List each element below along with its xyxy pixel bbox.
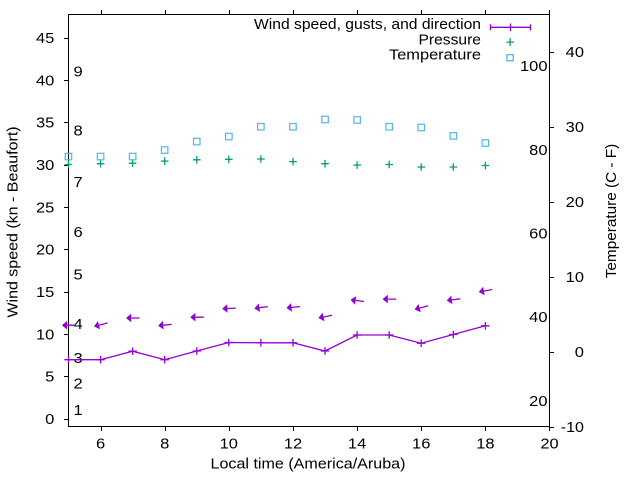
svg-text:Wind speed, gusts, and directi: Wind speed, gusts, and direction xyxy=(254,17,481,33)
svg-text:20: 20 xyxy=(529,394,547,410)
svg-text:5: 5 xyxy=(74,268,83,284)
svg-text:Temperature (C - F): Temperature (C - F) xyxy=(604,144,620,279)
svg-text:18: 18 xyxy=(476,437,494,453)
svg-text:80: 80 xyxy=(529,143,547,159)
svg-text:14: 14 xyxy=(348,437,366,453)
svg-text:16: 16 xyxy=(412,437,430,453)
svg-text:6: 6 xyxy=(74,225,83,241)
svg-text:5: 5 xyxy=(45,370,54,386)
svg-text:40: 40 xyxy=(36,73,54,89)
svg-text:1: 1 xyxy=(74,403,83,419)
svg-text:9: 9 xyxy=(74,65,83,81)
svg-text:20: 20 xyxy=(36,243,54,259)
svg-text:20: 20 xyxy=(566,195,584,211)
svg-text:2: 2 xyxy=(74,377,83,393)
svg-text:-10: -10 xyxy=(561,420,584,436)
svg-text:30: 30 xyxy=(36,158,54,174)
svg-text:100: 100 xyxy=(520,59,548,75)
svg-text:Local time (America/Aruba): Local time (America/Aruba) xyxy=(211,457,406,473)
svg-text:10: 10 xyxy=(220,437,238,453)
svg-text:10: 10 xyxy=(36,327,54,343)
svg-text:60: 60 xyxy=(529,227,547,243)
svg-text:40: 40 xyxy=(566,45,584,61)
svg-text:30: 30 xyxy=(566,120,584,136)
svg-text:8: 8 xyxy=(160,437,169,453)
svg-text:4: 4 xyxy=(74,317,83,333)
svg-text:Temperature: Temperature xyxy=(389,47,481,63)
svg-text:10: 10 xyxy=(566,270,584,286)
svg-text:20: 20 xyxy=(540,437,558,453)
svg-text:0: 0 xyxy=(45,412,54,428)
svg-text:8: 8 xyxy=(74,124,83,140)
svg-text:15: 15 xyxy=(36,285,54,301)
svg-text:45: 45 xyxy=(36,31,54,47)
svg-text:6: 6 xyxy=(96,437,105,453)
svg-text:Pressure: Pressure xyxy=(419,32,482,48)
svg-text:Wind speed (kn - Beaufort): Wind speed (kn - Beaufort) xyxy=(6,126,22,317)
svg-text:12: 12 xyxy=(284,437,302,453)
svg-text:40: 40 xyxy=(529,310,547,326)
svg-text:0: 0 xyxy=(575,345,584,361)
svg-text:7: 7 xyxy=(74,175,83,191)
svg-text:35: 35 xyxy=(36,116,54,132)
svg-text:25: 25 xyxy=(36,200,54,216)
